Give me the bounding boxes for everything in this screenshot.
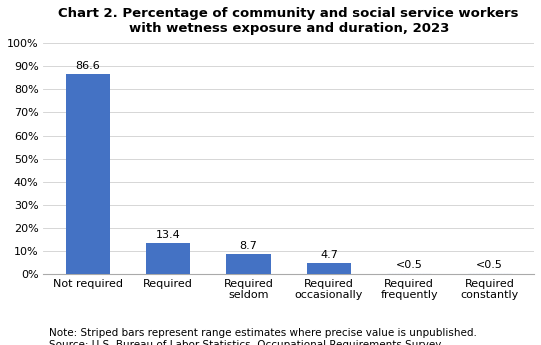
Bar: [227, 254, 270, 274]
Bar: [307, 264, 351, 274]
Bar: [66, 74, 110, 274]
Bar: [146, 243, 190, 274]
Text: Source: U.S. Bureau of Labor Statistics, Occupational Requirements Survey: Source: U.S. Bureau of Labor Statistics,…: [49, 340, 441, 345]
Text: 8.7: 8.7: [240, 241, 258, 251]
Text: <0.5: <0.5: [396, 260, 423, 270]
Text: Note: Striped bars represent range estimates where precise value is unpublished.: Note: Striped bars represent range estim…: [49, 328, 477, 338]
Text: 13.4: 13.4: [156, 230, 181, 240]
Title: Chart 2. Percentage of community and social service workers
with wetness exposur: Chart 2. Percentage of community and soc…: [58, 7, 519, 35]
Text: <0.5: <0.5: [476, 260, 503, 270]
Text: 4.7: 4.7: [320, 250, 338, 260]
Text: 86.6: 86.6: [75, 61, 100, 71]
